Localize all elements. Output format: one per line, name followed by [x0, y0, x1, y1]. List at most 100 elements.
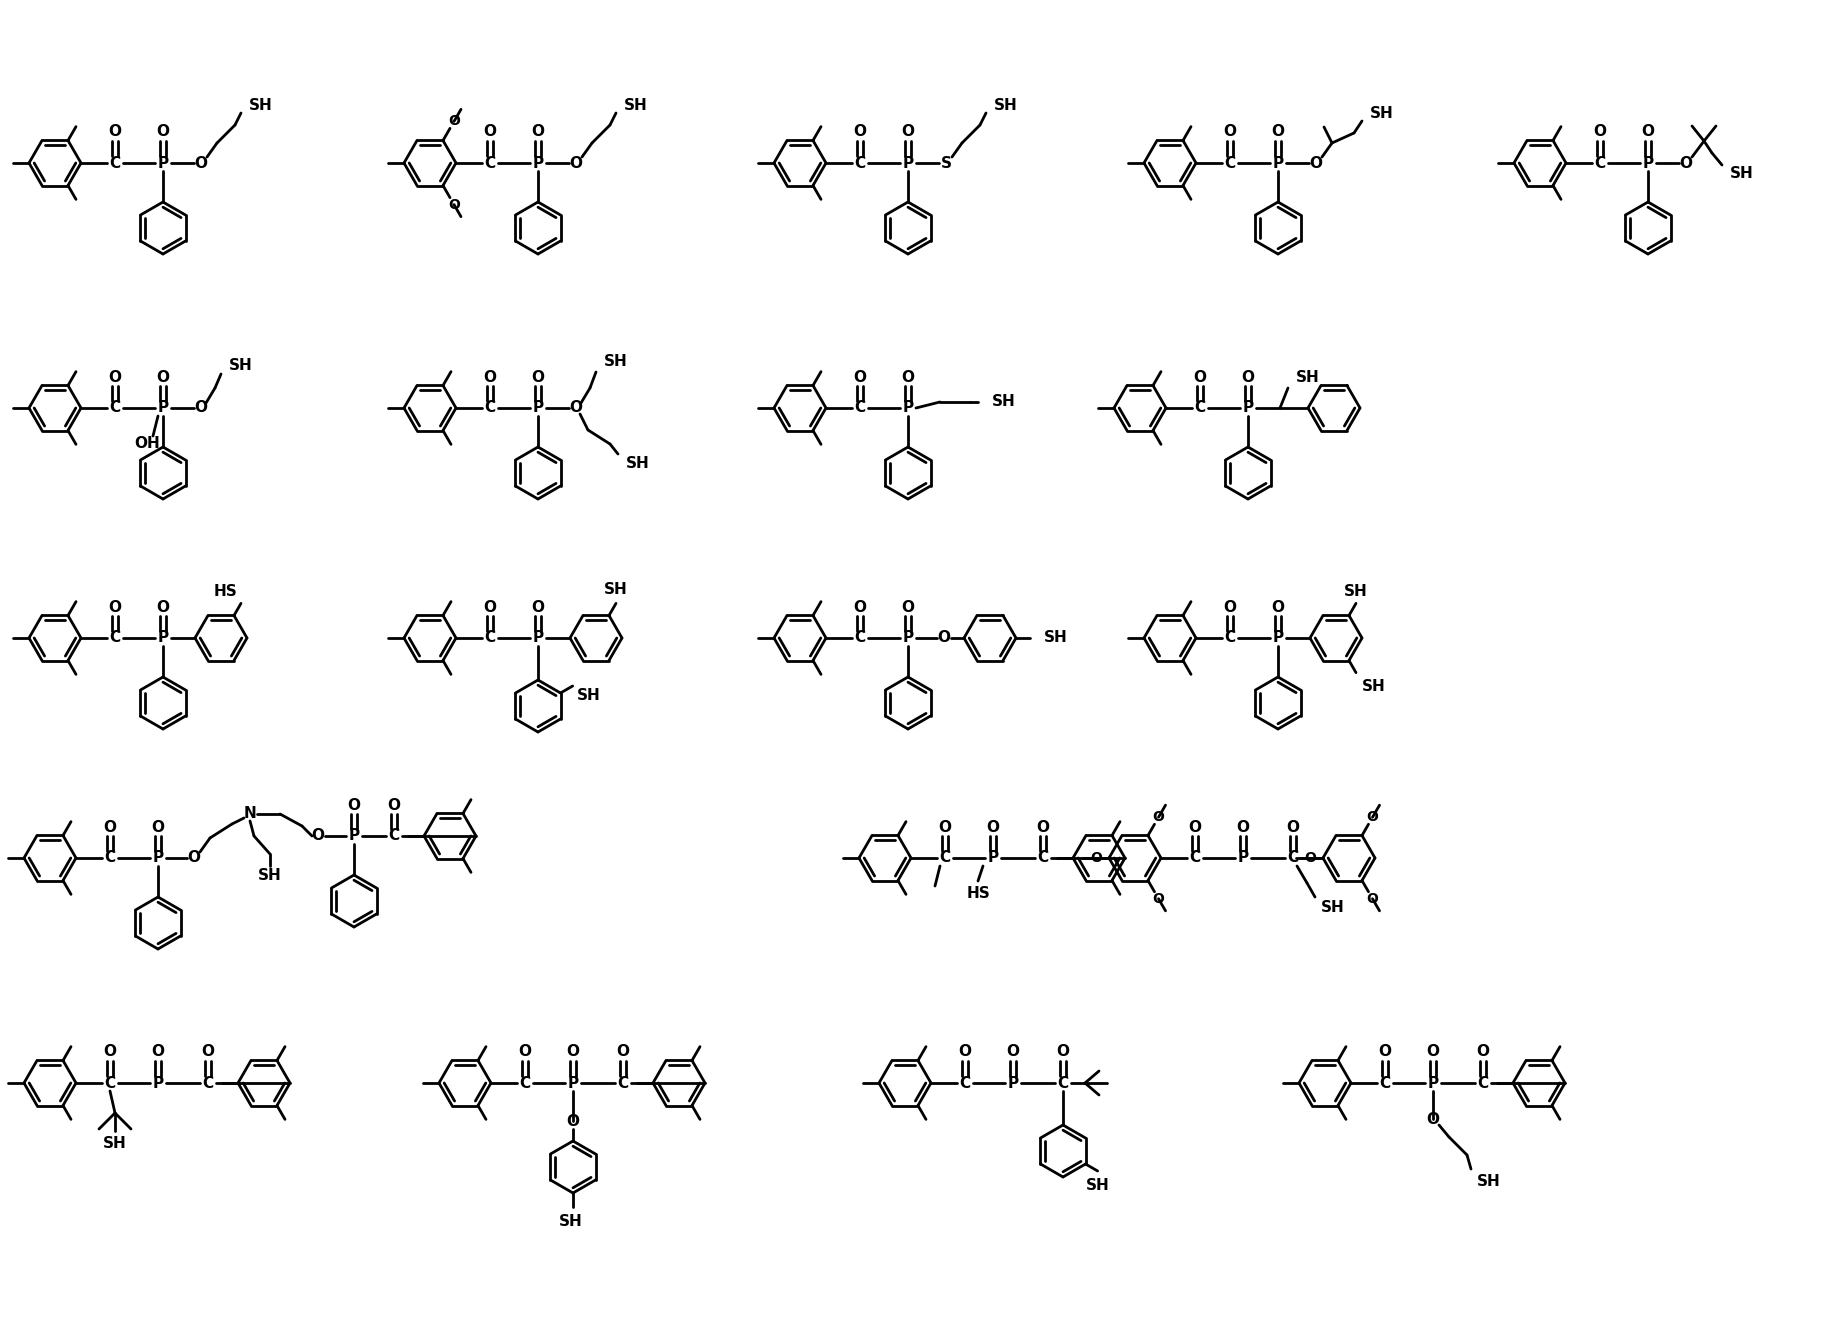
Text: O: O: [1224, 124, 1237, 140]
Text: O: O: [202, 1044, 214, 1060]
Text: O: O: [854, 369, 867, 385]
Text: O: O: [1193, 369, 1207, 385]
Text: P: P: [158, 401, 169, 415]
Text: P: P: [1643, 156, 1654, 170]
Text: O: O: [617, 1044, 630, 1060]
Text: C: C: [1057, 1075, 1068, 1090]
Text: SH: SH: [1345, 584, 1369, 598]
Text: C: C: [854, 156, 865, 170]
Text: C: C: [940, 850, 951, 866]
Text: C: C: [1224, 156, 1235, 170]
Text: O: O: [901, 369, 914, 385]
Text: O: O: [1271, 124, 1284, 140]
Text: O: O: [1477, 1044, 1489, 1060]
Text: O: O: [484, 124, 496, 140]
Text: O: O: [152, 1044, 165, 1060]
Text: O: O: [484, 369, 496, 385]
Text: P: P: [903, 156, 914, 170]
Text: SH: SH: [1086, 1177, 1110, 1193]
Text: P: P: [533, 630, 544, 646]
Text: P: P: [903, 401, 914, 415]
Text: O: O: [1057, 1044, 1070, 1060]
Text: O: O: [1310, 156, 1323, 170]
Text: O: O: [1641, 124, 1654, 140]
Text: SH: SH: [103, 1136, 126, 1151]
Text: C: C: [388, 829, 399, 844]
Text: SH: SH: [1295, 370, 1319, 385]
Text: O: O: [1680, 156, 1693, 170]
Text: C: C: [1189, 850, 1200, 866]
Text: C: C: [854, 401, 865, 415]
Text: HS: HS: [213, 584, 236, 598]
Text: O: O: [194, 156, 207, 170]
Text: O: O: [108, 600, 121, 614]
Text: SH: SH: [1477, 1173, 1500, 1189]
Text: P: P: [987, 850, 998, 866]
Text: O: O: [156, 369, 170, 385]
Text: O: O: [1367, 892, 1378, 905]
Text: SH: SH: [991, 394, 1015, 410]
Text: O: O: [566, 1044, 579, 1060]
Text: P: P: [1008, 1075, 1019, 1090]
Text: O: O: [108, 369, 121, 385]
Text: C: C: [1477, 1075, 1489, 1090]
Text: C: C: [104, 850, 115, 866]
Text: P: P: [1237, 850, 1249, 866]
Text: P: P: [152, 1075, 163, 1090]
Text: O: O: [1224, 600, 1237, 614]
Text: SH: SH: [559, 1214, 583, 1228]
Text: O: O: [1271, 600, 1284, 614]
Text: SH: SH: [605, 355, 628, 369]
Text: C: C: [1594, 156, 1605, 170]
Text: O: O: [518, 1044, 531, 1060]
Text: O: O: [1090, 851, 1101, 865]
Text: O: O: [570, 401, 583, 415]
Text: P: P: [1273, 630, 1284, 646]
Text: C: C: [1288, 850, 1299, 866]
Text: P: P: [533, 401, 544, 415]
Text: O: O: [1237, 820, 1249, 834]
Text: O: O: [194, 401, 207, 415]
Text: P: P: [158, 630, 169, 646]
Text: O: O: [958, 1044, 971, 1060]
Text: O: O: [1242, 369, 1255, 385]
Text: SH: SH: [627, 456, 650, 472]
Text: O: O: [103, 820, 117, 834]
Text: O: O: [108, 124, 121, 140]
Text: O: O: [348, 797, 361, 812]
Text: C: C: [854, 630, 865, 646]
Text: C: C: [203, 1075, 214, 1090]
Text: O: O: [531, 369, 544, 385]
Text: P: P: [152, 850, 163, 866]
Text: O: O: [531, 124, 544, 140]
Text: O: O: [1037, 820, 1050, 834]
Text: SH: SH: [625, 98, 649, 112]
Text: C: C: [617, 1075, 628, 1090]
Text: C: C: [484, 401, 496, 415]
Text: O: O: [901, 600, 914, 614]
Text: C: C: [484, 630, 496, 646]
Text: SH: SH: [577, 688, 601, 704]
Text: C: C: [484, 156, 496, 170]
Text: O: O: [1286, 820, 1299, 834]
Text: O: O: [986, 820, 1000, 834]
Text: C: C: [110, 401, 121, 415]
Text: SH: SH: [1729, 166, 1753, 181]
Text: O: O: [311, 829, 324, 844]
Text: C: C: [110, 156, 121, 170]
Text: C: C: [1379, 1075, 1390, 1090]
Text: O: O: [1594, 124, 1607, 140]
Text: O: O: [449, 198, 460, 212]
Text: HS: HS: [965, 886, 989, 900]
Text: P: P: [348, 829, 359, 844]
Text: SH: SH: [1370, 105, 1394, 120]
Text: SH: SH: [229, 358, 253, 373]
Text: O: O: [152, 820, 165, 834]
Text: O: O: [854, 600, 867, 614]
Text: O: O: [1427, 1111, 1440, 1127]
Text: O: O: [570, 156, 583, 170]
Text: C: C: [104, 1075, 115, 1090]
Text: C: C: [520, 1075, 531, 1090]
Text: O: O: [1367, 811, 1378, 824]
Text: P: P: [1273, 156, 1284, 170]
